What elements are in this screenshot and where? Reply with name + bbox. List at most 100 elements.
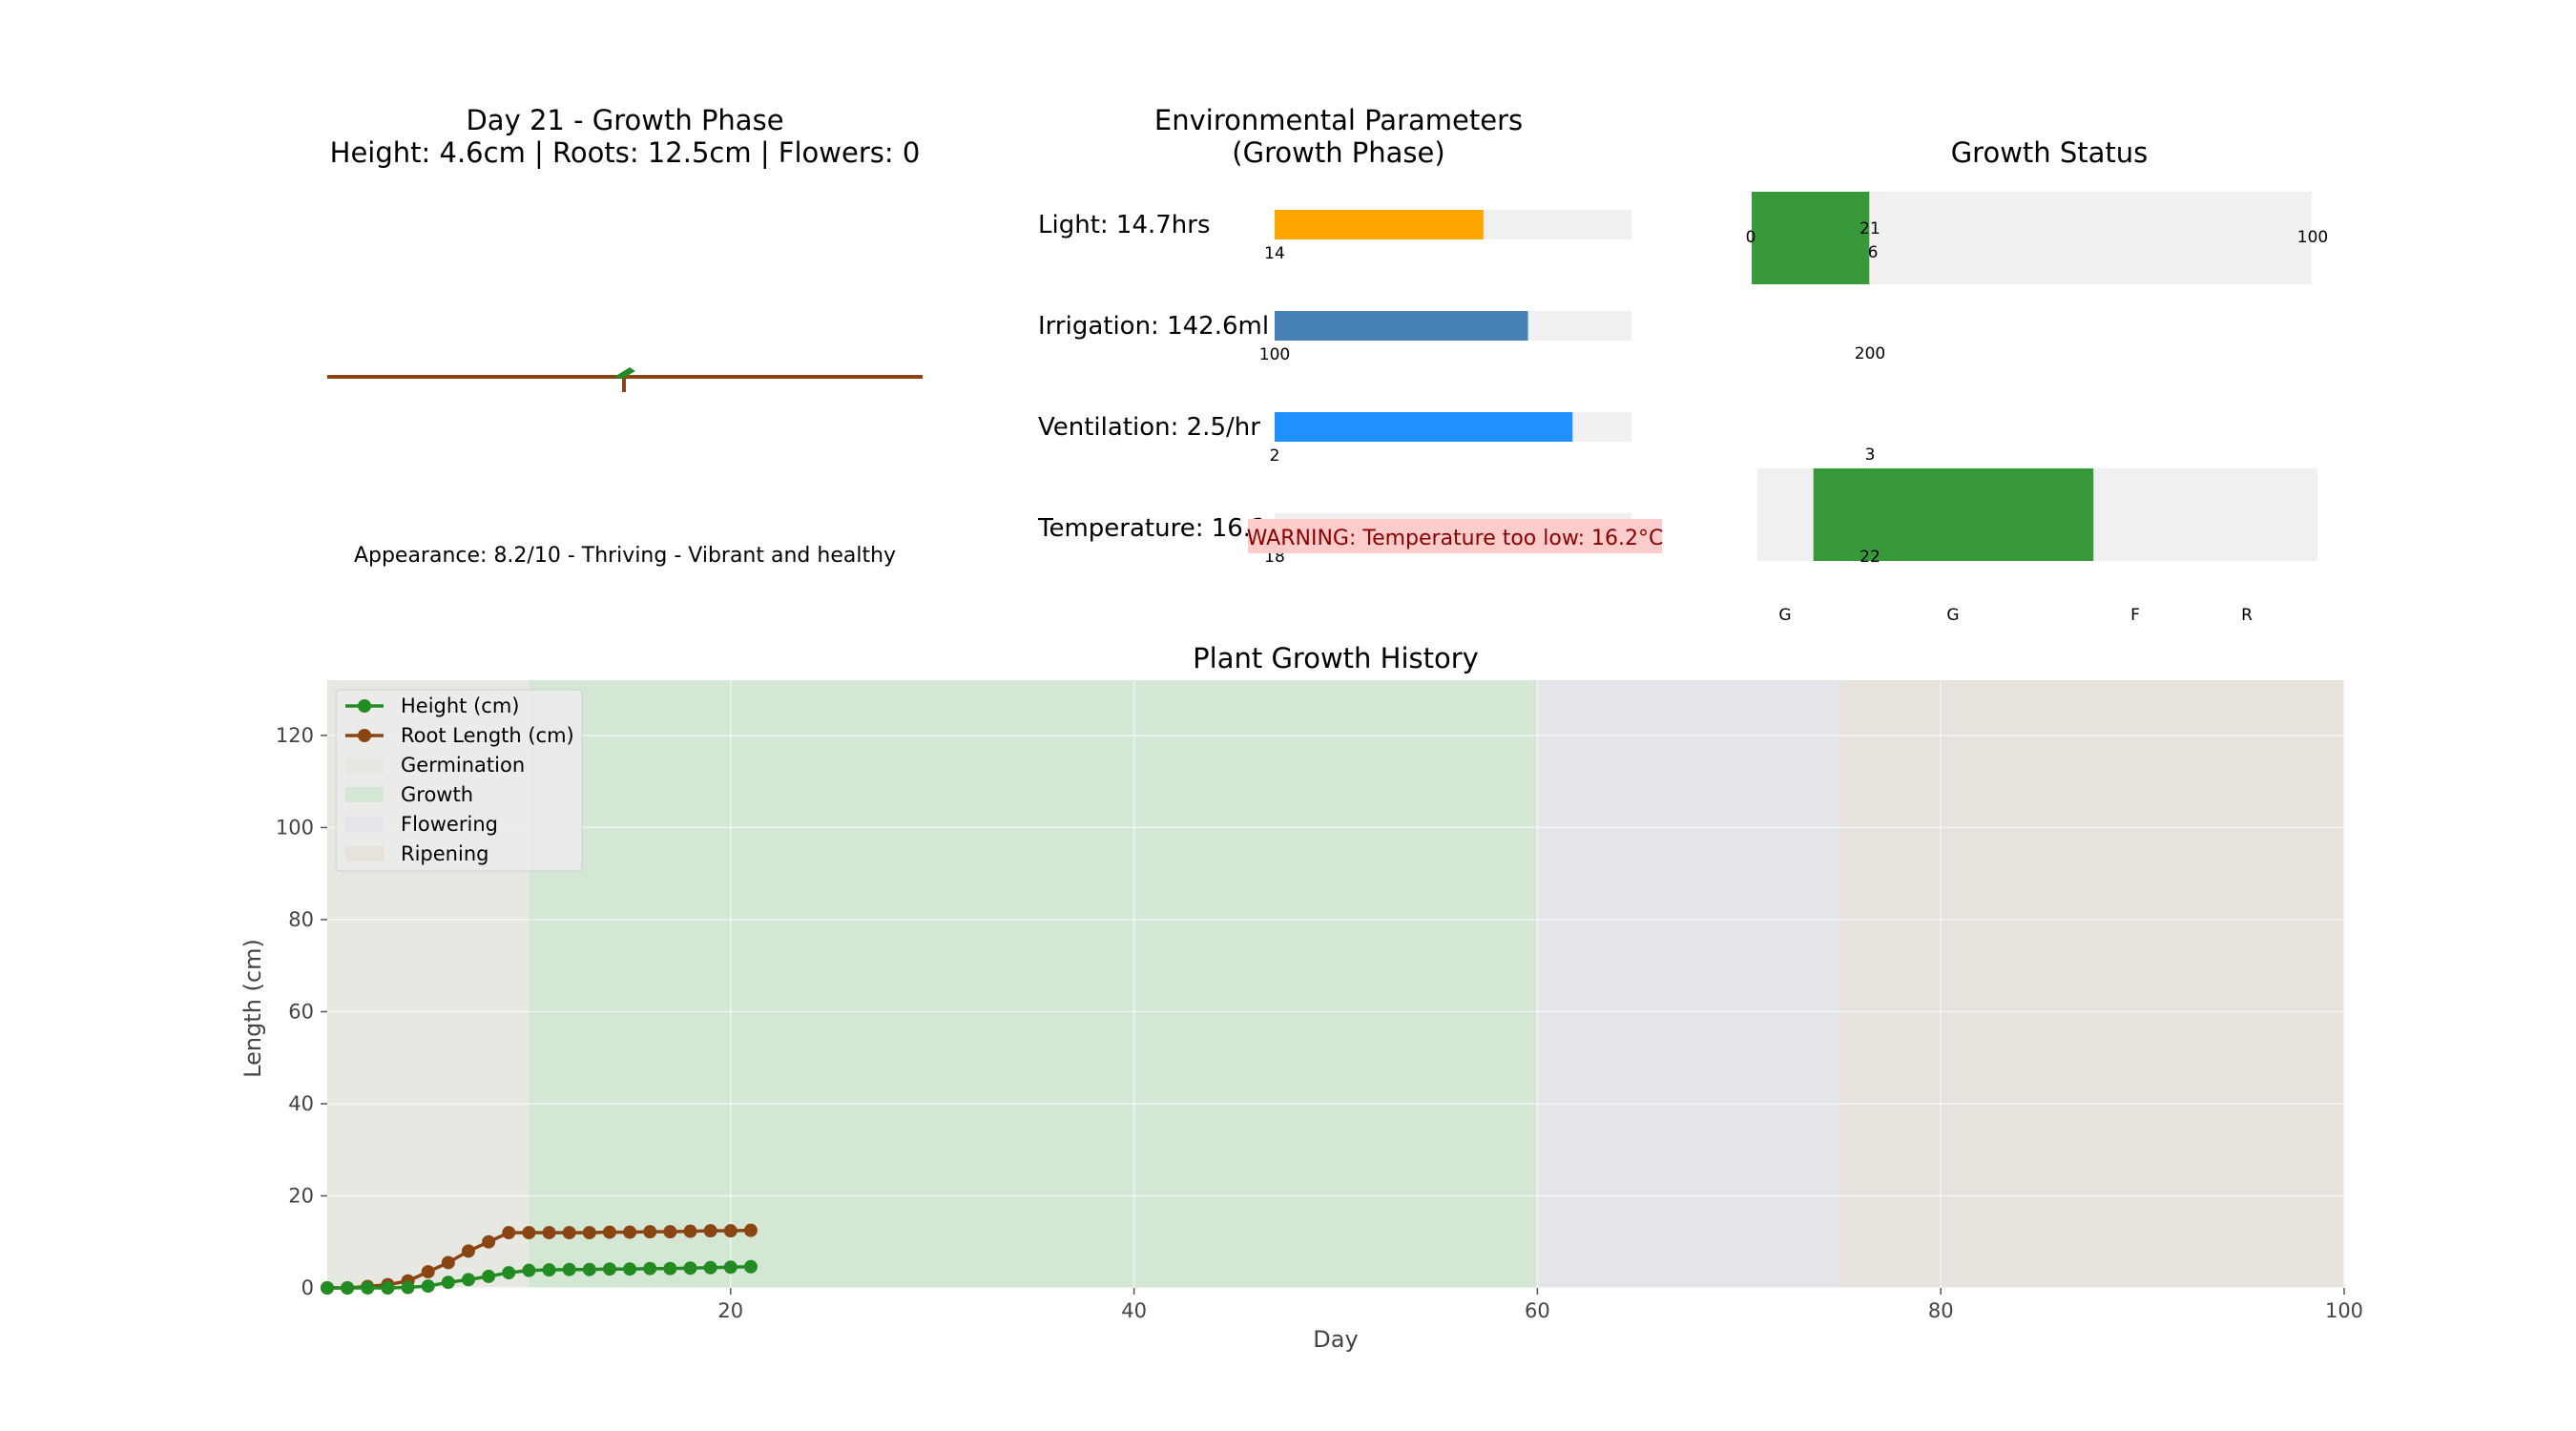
- phase-band-flowering: [1537, 680, 1840, 1288]
- series-point: [341, 1281, 355, 1295]
- series-point: [461, 1273, 475, 1287]
- plant-view-panel: Day 21 - Growth Phase Height: 4.6cm | Ro…: [327, 104, 923, 572]
- y-axis-label: Length (cm): [239, 939, 266, 1078]
- series-point: [723, 1224, 737, 1238]
- series-point: [582, 1262, 596, 1276]
- temperature-warning-box: [1248, 519, 1662, 553]
- x-axis-label: Day: [1313, 1326, 1358, 1353]
- day-value-label: 21: [1859, 219, 1880, 238]
- chart-grid: [327, 680, 2345, 1289]
- env-bar-min-label: 14: [1264, 244, 1285, 263]
- y-tick-label: 60: [288, 1000, 314, 1023]
- day-min-label: 0: [1746, 228, 1756, 247]
- series-point: [602, 1262, 616, 1276]
- appearance-box: [355, 538, 892, 572]
- chart-legend: Height (cm) Root Length (cm) Germination Gr…: [335, 689, 583, 872]
- legend-swatch: [345, 846, 384, 861]
- y-tick-label: 0: [301, 1276, 314, 1299]
- legend-label: Height (cm): [401, 695, 519, 717]
- plant-leaf: [614, 367, 635, 379]
- phase-band-ripening: [1839, 680, 2344, 1288]
- phase-letter-2: G: [1946, 606, 1959, 625]
- phase-bands: [327, 680, 2344, 1288]
- plant-title-line1: Day 21 - Growth Phase: [466, 104, 783, 136]
- env-title-line1: Environmental Parameters: [1154, 104, 1523, 136]
- series-point: [441, 1275, 455, 1290]
- series-point: [562, 1262, 576, 1276]
- series-point: [401, 1280, 415, 1295]
- status-mid-label-2: 200: [1855, 344, 1885, 363]
- y-tick-label: 120: [276, 724, 314, 747]
- env-bar-fill: [1275, 210, 1484, 239]
- series-point: [542, 1226, 556, 1240]
- phase-band-growth: [529, 680, 1538, 1288]
- series-point: [482, 1234, 496, 1249]
- series-point: [663, 1225, 677, 1239]
- legend-label: Root Length (cm): [401, 724, 574, 747]
- chart-title: Plant Growth History: [1193, 642, 1479, 674]
- x-tick-label: 60: [1525, 1299, 1550, 1322]
- series-point: [361, 1281, 375, 1295]
- y-tick-label: 100: [276, 816, 314, 839]
- series-point: [743, 1223, 758, 1237]
- series-point: [643, 1225, 657, 1239]
- status-mid-label-4: 22: [1859, 548, 1880, 567]
- env-rows: Light: 14.7hrs 14 Irrigation: 142.6ml 100 Ve…: [1037, 210, 1663, 567]
- series-point: [522, 1263, 536, 1277]
- env-bar-fill: [1275, 311, 1528, 341]
- series-point: [381, 1281, 395, 1295]
- series-point: [723, 1260, 737, 1275]
- status-mid-label-3: 3: [1865, 446, 1876, 465]
- y-tick-label: 40: [288, 1092, 314, 1115]
- series-line: [327, 1265, 751, 1290]
- x-tick-label: 20: [717, 1299, 743, 1322]
- env-row-label: Irrigation: 142.6ml: [1038, 312, 1269, 341]
- legend-label: Flowering: [401, 813, 498, 836]
- day-progress-fill: [1752, 192, 1870, 284]
- x-tick-label: 80: [1928, 1299, 1954, 1322]
- legend-swatch: [345, 757, 384, 773]
- series-point: [482, 1269, 496, 1283]
- phase-letter-1: G: [1778, 606, 1791, 625]
- x-tick-label: 40: [1121, 1299, 1147, 1322]
- env-bar-fill: [1275, 412, 1573, 442]
- legend-label: Germination: [401, 754, 525, 777]
- env-row-label: Ventilation: 2.5/hr: [1038, 413, 1260, 442]
- series-point: [421, 1279, 435, 1294]
- series-point: [703, 1260, 717, 1275]
- env-bar-min-label: 100: [1259, 345, 1290, 364]
- status-title: Growth Status: [1951, 136, 2149, 169]
- series-point: [441, 1255, 455, 1270]
- env-title-line2: (Growth Phase): [1232, 136, 1444, 169]
- day-max-label: 100: [2297, 228, 2328, 247]
- chart-ticks: 20 40 60 80 100 0 20 40 60 80 100 120: [276, 724, 2363, 1322]
- legend-point-marker: [358, 729, 371, 742]
- environment-panel: Environmental Parameters (Growth Phase) …: [1037, 104, 1663, 567]
- phase-letter-3: F: [2130, 606, 2140, 625]
- status-mid-label-1: 6: [1868, 243, 1879, 262]
- series-point: [321, 1281, 334, 1295]
- legend-label: Ripening: [401, 842, 488, 865]
- env-row-label: Light: 14.7hrs: [1038, 211, 1211, 239]
- legend-box: [335, 689, 583, 872]
- series-point: [542, 1263, 556, 1277]
- growth-status-panel: Growth Status 0 21 100 6 200 3 22 G G F …: [1746, 136, 2329, 625]
- series-point: [421, 1265, 435, 1279]
- phase-progress-fill: [1813, 468, 2094, 561]
- series-point: [623, 1225, 637, 1239]
- legend-point-marker: [358, 699, 371, 713]
- phase-letter-4: R: [2241, 606, 2253, 625]
- y-tick-label: 20: [288, 1184, 314, 1207]
- series-point: [602, 1225, 616, 1239]
- series-point: [623, 1262, 637, 1276]
- legend-label: Growth: [401, 783, 473, 806]
- growth-history-chart: Plant Growth History 20 40 60 80 100 0 20 40 60 8…: [239, 642, 2363, 1353]
- temperature-warning-text: WARNING: Temperature too low: 16.2°C: [1247, 527, 1664, 550]
- env-bar-min-label: 2: [1270, 446, 1280, 466]
- series-point: [743, 1259, 758, 1274]
- series-point: [683, 1261, 697, 1275]
- legend-swatch: [345, 787, 384, 802]
- plant-title-line2: Height: 4.6cm | Roots: 12.5cm | Flowers:…: [330, 136, 921, 169]
- series-line: [327, 1228, 751, 1290]
